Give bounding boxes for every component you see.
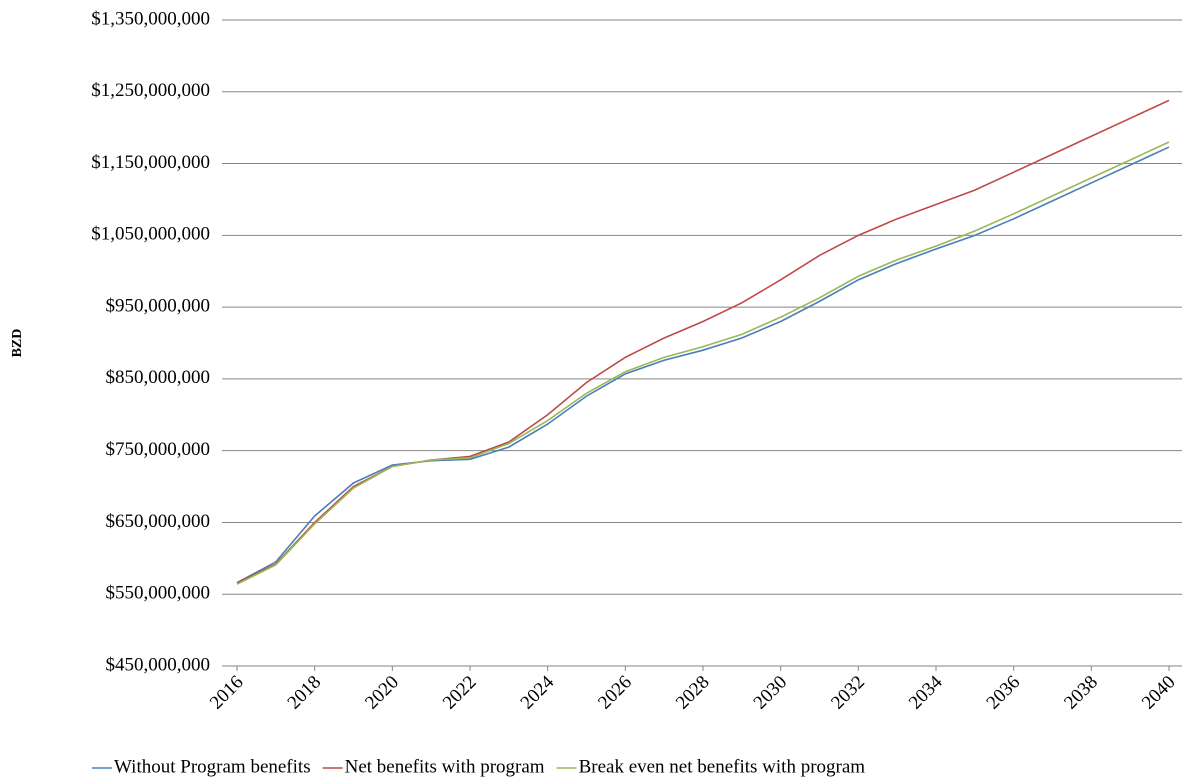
y-tick-label: $550,000,000 [106,583,211,604]
y-tick-label: $1,350,000,000 [91,8,210,29]
x-tick-label: 2026 [594,672,636,714]
x-tick-label: 2020 [361,672,403,714]
x-tick-label: 2022 [439,672,481,714]
series-line [236,99,1170,584]
y-tick-label: $850,000,000 [106,367,211,388]
y-tick-label: $650,000,000 [106,511,211,532]
x-tick-label: 2028 [672,672,714,714]
x-tick-label: 2040 [1138,672,1180,714]
x-tick-label: 2034 [905,671,947,713]
x-tick-label: 2032 [827,672,869,714]
y-tick-label: $1,150,000,000 [91,152,210,173]
y-tick-label: $450,000,000 [106,654,211,675]
x-tick-label: 2016 [206,672,248,714]
series-line [236,141,1170,585]
y-axis-label: BZD [10,329,25,358]
y-tick-label: $750,000,000 [106,439,211,460]
series-line [236,146,1170,584]
legend-label: Break even net benefits with program [579,756,866,777]
x-tick-label: 2038 [1060,672,1102,714]
x-tick-label: 2036 [983,672,1025,714]
legend-label: Without Program benefits [114,756,311,777]
legend-label: Net benefits with program [345,756,545,777]
y-tick-label: $950,000,000 [106,295,211,316]
x-tick-label: 2018 [284,672,326,714]
y-tick-label: $1,250,000,000 [91,80,210,101]
y-tick-label: $1,050,000,000 [91,224,210,245]
x-tick-label: 2024 [517,671,559,713]
x-tick-label: 2030 [750,672,792,714]
